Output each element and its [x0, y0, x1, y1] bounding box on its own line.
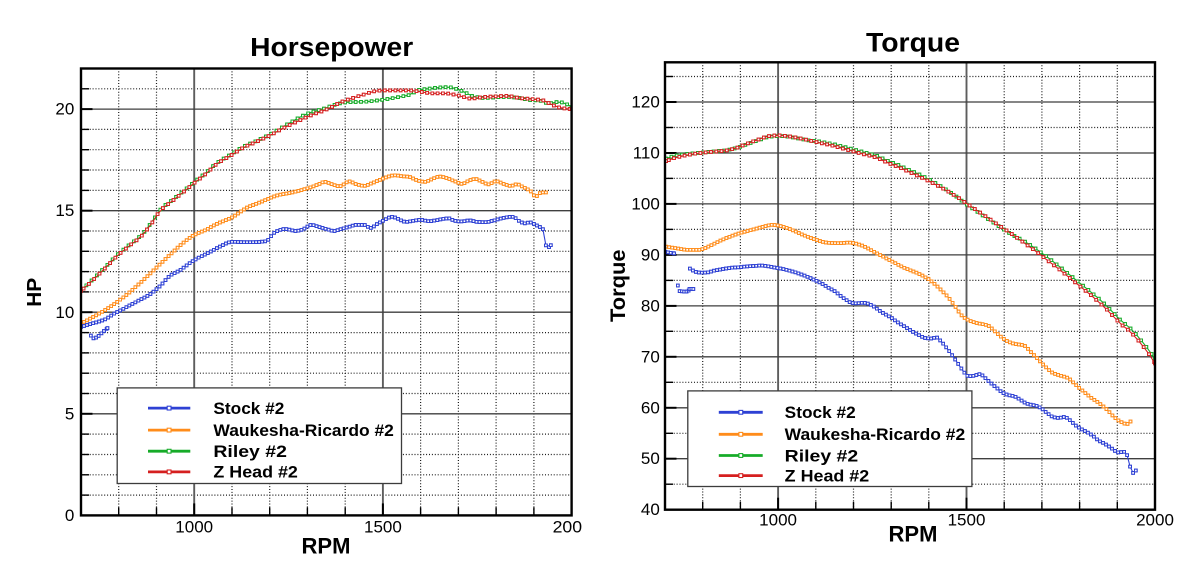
svg-text:1000: 1000: [175, 518, 213, 537]
svg-text:RPM: RPM: [302, 533, 351, 558]
svg-text:Torque: Torque: [866, 27, 960, 57]
svg-text:15: 15: [55, 201, 74, 220]
svg-text:40: 40: [641, 500, 660, 519]
svg-text:Horsepower: Horsepower: [250, 34, 413, 62]
svg-text:Torque: Torque: [607, 249, 630, 322]
svg-text:2000: 2000: [1136, 511, 1174, 530]
svg-text:0: 0: [65, 506, 74, 525]
svg-text:HP: HP: [24, 278, 46, 307]
svg-text:60: 60: [641, 398, 660, 417]
svg-text:110: 110: [633, 144, 660, 163]
svg-text:Stock #2: Stock #2: [213, 400, 284, 418]
svg-text:Stock #2: Stock #2: [785, 404, 856, 422]
svg-text:Z Head #2: Z Head #2: [785, 467, 870, 485]
svg-text:Z Head #2: Z Head #2: [213, 464, 298, 482]
svg-text:Riley #2: Riley #2: [785, 447, 859, 465]
svg-text:80: 80: [641, 296, 660, 315]
svg-text:Waukesha-Ricardo #2: Waukesha-Ricardo #2: [785, 426, 966, 444]
svg-text:100: 100: [631, 194, 659, 213]
svg-text:120: 120: [631, 93, 659, 112]
svg-text:200: 200: [553, 518, 583, 537]
svg-text:1500: 1500: [948, 511, 986, 530]
svg-text:5: 5: [65, 404, 74, 423]
svg-text:70: 70: [641, 347, 660, 366]
svg-text:Waukesha-Ricardo #2: Waukesha-Ricardo #2: [213, 422, 394, 440]
svg-text:20: 20: [55, 100, 74, 119]
svg-text:1000: 1000: [759, 511, 797, 530]
svg-text:RPM: RPM: [889, 521, 938, 546]
svg-text:10: 10: [55, 303, 74, 322]
svg-text:Riley #2: Riley #2: [213, 443, 287, 461]
svg-text:50: 50: [641, 449, 660, 468]
svg-text:1500: 1500: [364, 518, 402, 537]
svg-text:90: 90: [641, 245, 660, 264]
